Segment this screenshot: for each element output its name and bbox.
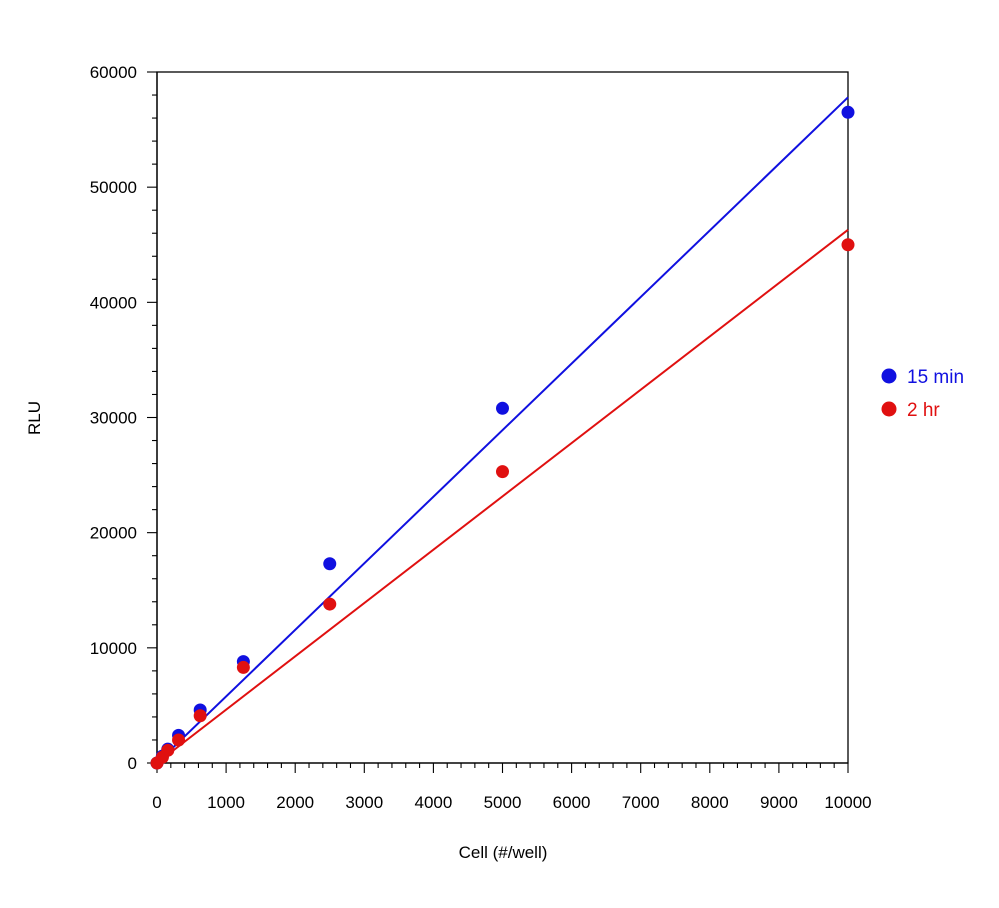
x-tick-label: 2000 — [276, 793, 314, 812]
plot-frame — [156, 71, 849, 764]
y-tick-label: 40000 — [90, 293, 137, 312]
x-tick-label: 4000 — [414, 793, 452, 812]
legend-2hr-label: 2 hr — [907, 400, 940, 421]
series-2hr-point — [496, 465, 509, 479]
legend-15min-marker — [881, 368, 897, 384]
series-2hr-point — [161, 743, 175, 757]
x-tick-label: 10000 — [824, 793, 871, 812]
series-15min-point — [323, 557, 337, 571]
legend-2hr-marker — [881, 401, 897, 417]
y-axis: 0 10000 20000 30000 40000 50000 60000 — [90, 63, 158, 773]
x-tick-label: 6000 — [553, 793, 591, 812]
series-2hr-point — [236, 660, 250, 674]
x-tick-label: 7000 — [622, 793, 660, 812]
series-15min-point — [496, 401, 509, 415]
y-tick-label: 0 — [128, 754, 137, 773]
series-2hr-point — [172, 733, 186, 747]
series-2hr-fit-line — [156, 228, 849, 764]
x-tick-label: 0 — [152, 793, 161, 812]
y-tick-label: 10000 — [90, 639, 137, 658]
plot-border — [156, 71, 849, 764]
series-15min-point — [841, 105, 855, 119]
series-15min-fit-line — [156, 96, 849, 764]
x-tick-label: 8000 — [691, 793, 729, 812]
x-tick-label: 3000 — [345, 793, 383, 812]
x-tick-label: 1000 — [207, 793, 245, 812]
series-2hr-point — [323, 597, 337, 611]
legend: 15 min 2 hr — [881, 367, 964, 421]
x-axis: 0 1000 2000 3000 4000 5000 6000 7000 8000 9000 100… — [152, 762, 872, 812]
y-tick-label: 50000 — [90, 178, 137, 197]
y-tick-label: 30000 — [90, 409, 137, 428]
series-2hr-point — [193, 709, 207, 723]
series-2hr-point — [841, 238, 855, 252]
legend-15min-label: 15 min — [907, 367, 964, 388]
x-tick-label: 5000 — [484, 793, 522, 812]
data-points — [150, 105, 855, 770]
y-tick-label: 60000 — [90, 63, 137, 82]
x-tick-label: 9000 — [760, 793, 798, 812]
x-axis-title: Cell (#/well) — [459, 843, 548, 862]
y-axis-title: RLU — [25, 401, 44, 435]
fit-lines — [156, 96, 849, 764]
y-tick-label: 20000 — [90, 524, 137, 543]
